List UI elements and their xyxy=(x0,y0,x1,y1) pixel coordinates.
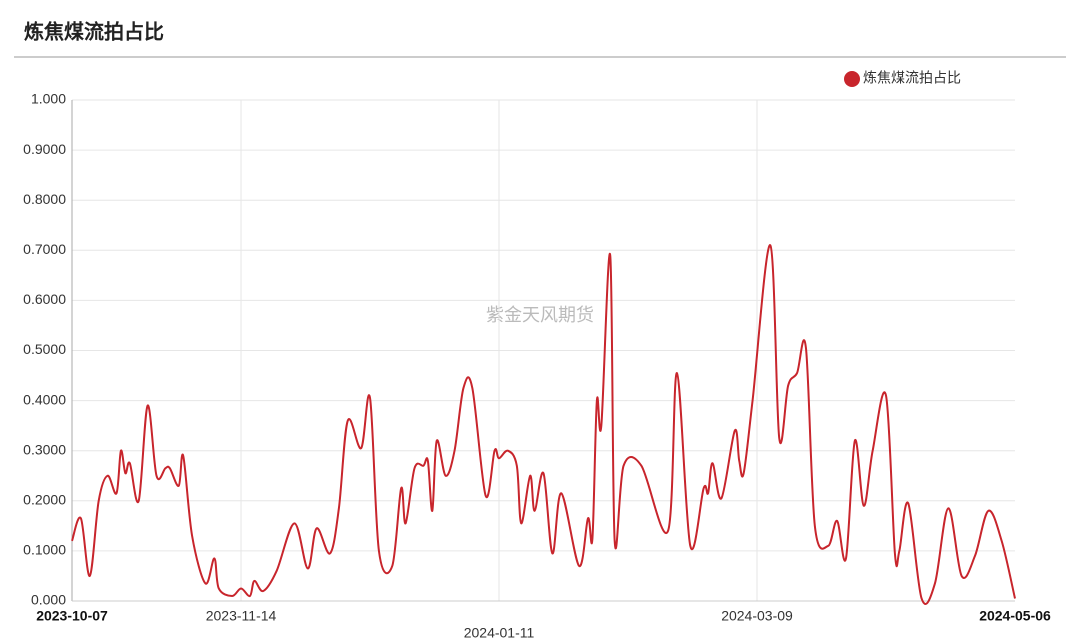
legend-marker xyxy=(844,71,860,87)
x-tick-label: 2024-05-06 xyxy=(979,608,1051,624)
y-tick-label: 0.000 xyxy=(31,592,66,608)
x-tick-label: 2024-01-11 xyxy=(464,625,535,641)
y-tick-label: 1.000 xyxy=(31,91,66,107)
y-tick-label: 0.5000 xyxy=(23,341,66,357)
x-tick-label: 2024-03-09 xyxy=(721,608,793,624)
x-tick-label: 2023-10-07 xyxy=(36,608,108,624)
chart-title: 炼焦煤流拍占比 xyxy=(24,19,164,43)
y-tick-label: 0.8000 xyxy=(23,191,66,207)
series-line xyxy=(71,244,1016,605)
y-tick-label: 0.2000 xyxy=(23,492,66,508)
y-tick-label: 0.4000 xyxy=(23,391,66,407)
y-tick-label: 0.9000 xyxy=(23,141,66,157)
legend-label: 炼焦煤流拍占比 xyxy=(863,70,961,86)
y-tick-label: 0.7000 xyxy=(23,241,66,257)
y-tick-label: 0.1000 xyxy=(23,542,66,558)
y-tick-label: 0.3000 xyxy=(23,441,66,457)
y-tick-label: 0.6000 xyxy=(23,291,66,307)
x-tick-label: 2023-11-14 xyxy=(206,608,277,624)
watermark: 紫金天风期货 xyxy=(486,305,594,325)
